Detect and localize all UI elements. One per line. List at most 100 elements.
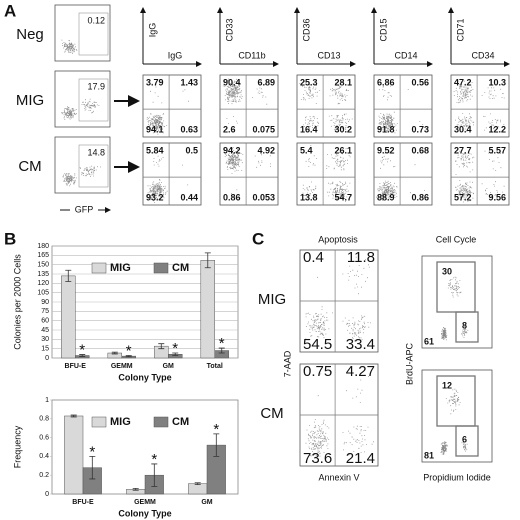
x-marker: CD14 — [394, 50, 417, 60]
dot-cloud — [299, 81, 321, 104]
quadrant-value: 25.3 — [300, 77, 318, 87]
dot-cloud — [302, 181, 318, 199]
legend-swatch — [91, 416, 107, 428]
y-marker: IgG — [147, 23, 157, 38]
quadrant-value: 21.4 — [346, 450, 375, 467]
quadrant-value: 94.2 — [223, 145, 241, 155]
dot-cloud — [305, 145, 317, 167]
y-marker: CD71 — [455, 18, 465, 41]
quadrant-value: 90.4 — [223, 77, 241, 87]
quadrant-value: 88.9 — [377, 192, 395, 202]
x-marker: CD13 — [317, 50, 340, 60]
y-tick-label: 150 — [37, 262, 49, 269]
panel-title: Cell Cycle — [436, 234, 477, 244]
plot-frame — [219, 74, 279, 138]
y-marker: CD36 — [301, 18, 311, 41]
dot-cloud — [481, 181, 505, 201]
quadrant-value: 0.68 — [411, 145, 429, 155]
dot-cloud — [380, 148, 396, 169]
y-tick-label: 30 — [41, 336, 49, 343]
bar — [64, 415, 84, 495]
y-tick-label: 180 — [37, 243, 49, 250]
quadrant-value: 0.075 — [252, 124, 275, 134]
dot-cloud — [182, 89, 189, 102]
plot-frame — [219, 142, 279, 206]
quadrant-value: 27.7 — [454, 145, 472, 155]
quadrant-value: 12.2 — [488, 124, 506, 134]
x-tick-label: GM — [163, 363, 174, 370]
quadrant-value: 54.7 — [334, 192, 352, 202]
error-bar — [111, 351, 118, 355]
gate-value: 81 — [424, 450, 434, 460]
significance: * — [213, 421, 219, 438]
plot-frame — [450, 74, 510, 138]
quadrant-value: 1.43 — [180, 77, 198, 87]
dot-cloud — [231, 189, 238, 194]
quadrant-value: 47.2 — [454, 77, 472, 87]
plot-frame — [142, 142, 202, 206]
plot-frame — [421, 369, 493, 463]
quadrant-value: 0.5 — [185, 145, 198, 155]
quadrant-value: 0.56 — [411, 77, 429, 87]
dot-cloud — [440, 441, 449, 455]
legend-swatch — [153, 416, 169, 428]
quadrant-value: 57.2 — [454, 192, 472, 202]
plot-frame — [296, 74, 356, 138]
quadrant-value: 0.86 — [223, 192, 241, 202]
dot-cloud — [326, 148, 351, 171]
quadrant-value: 94.1 — [146, 124, 164, 134]
gate — [78, 144, 109, 188]
legend-label: MIG — [110, 262, 131, 274]
x-tick-label: GEMM — [134, 499, 156, 506]
x-marker: CD34 — [471, 50, 494, 60]
dot-cloud — [327, 181, 352, 202]
gate — [78, 12, 109, 56]
quadrant-value: 0.75 — [303, 363, 332, 380]
y-tick-label: 75 — [41, 308, 49, 315]
y-tick-label: 120 — [37, 280, 49, 287]
bar — [200, 260, 216, 359]
y-axis-label: BrdU-APC — [404, 343, 414, 386]
y-axis-label: Colonies per 2000 Cells — [12, 254, 22, 350]
x-axis-label: Propidium Iodide — [423, 472, 491, 482]
dot-cloud — [441, 327, 448, 341]
quadrant-value: 6.86 — [377, 77, 395, 87]
quadrant-value: 33.4 — [346, 336, 375, 353]
y-tick-label: 135 — [37, 271, 49, 278]
axis-label: GFP — [75, 204, 94, 214]
x-tick-label: BFU-E — [72, 499, 94, 506]
significance: * — [89, 443, 95, 460]
gate-value: 8 — [462, 320, 467, 330]
quadrant-value: 0.73 — [411, 124, 429, 134]
dot-cloud — [342, 425, 374, 456]
row-label: Neg — [16, 26, 44, 43]
x-tick-label: Total — [207, 363, 223, 370]
quadrant-value: 73.6 — [303, 450, 332, 467]
quadrant-value: 16.4 — [300, 124, 318, 134]
quadrant-value: 3.79 — [146, 77, 164, 87]
quadrant-value: 0.4 — [303, 249, 324, 266]
y-tick-label: 105 — [37, 290, 49, 297]
error-bar — [194, 482, 201, 485]
bar — [188, 483, 208, 495]
dot-cloud — [226, 116, 238, 128]
quadrant-value: 6.89 — [257, 77, 275, 87]
quadrant-value: 13.8 — [300, 192, 318, 202]
dot-cloud — [410, 190, 425, 194]
gate-value: 0.12 — [87, 15, 105, 25]
legend-label: CM — [172, 416, 189, 428]
dot-cloud — [153, 152, 164, 167]
dot-cloud — [455, 180, 474, 203]
error-bar — [89, 456, 96, 480]
legend-label: MIG — [110, 416, 131, 428]
dot-cloud — [342, 256, 370, 295]
dot-cloud — [252, 79, 268, 105]
dot-cloud — [461, 326, 469, 338]
significance: * — [79, 342, 85, 359]
quadrant-value: 5.4 — [300, 145, 313, 155]
quadrant-value: 91.8 — [377, 124, 395, 134]
legend-swatch — [91, 262, 107, 274]
significance: * — [172, 340, 178, 357]
plot-frame — [54, 136, 111, 194]
